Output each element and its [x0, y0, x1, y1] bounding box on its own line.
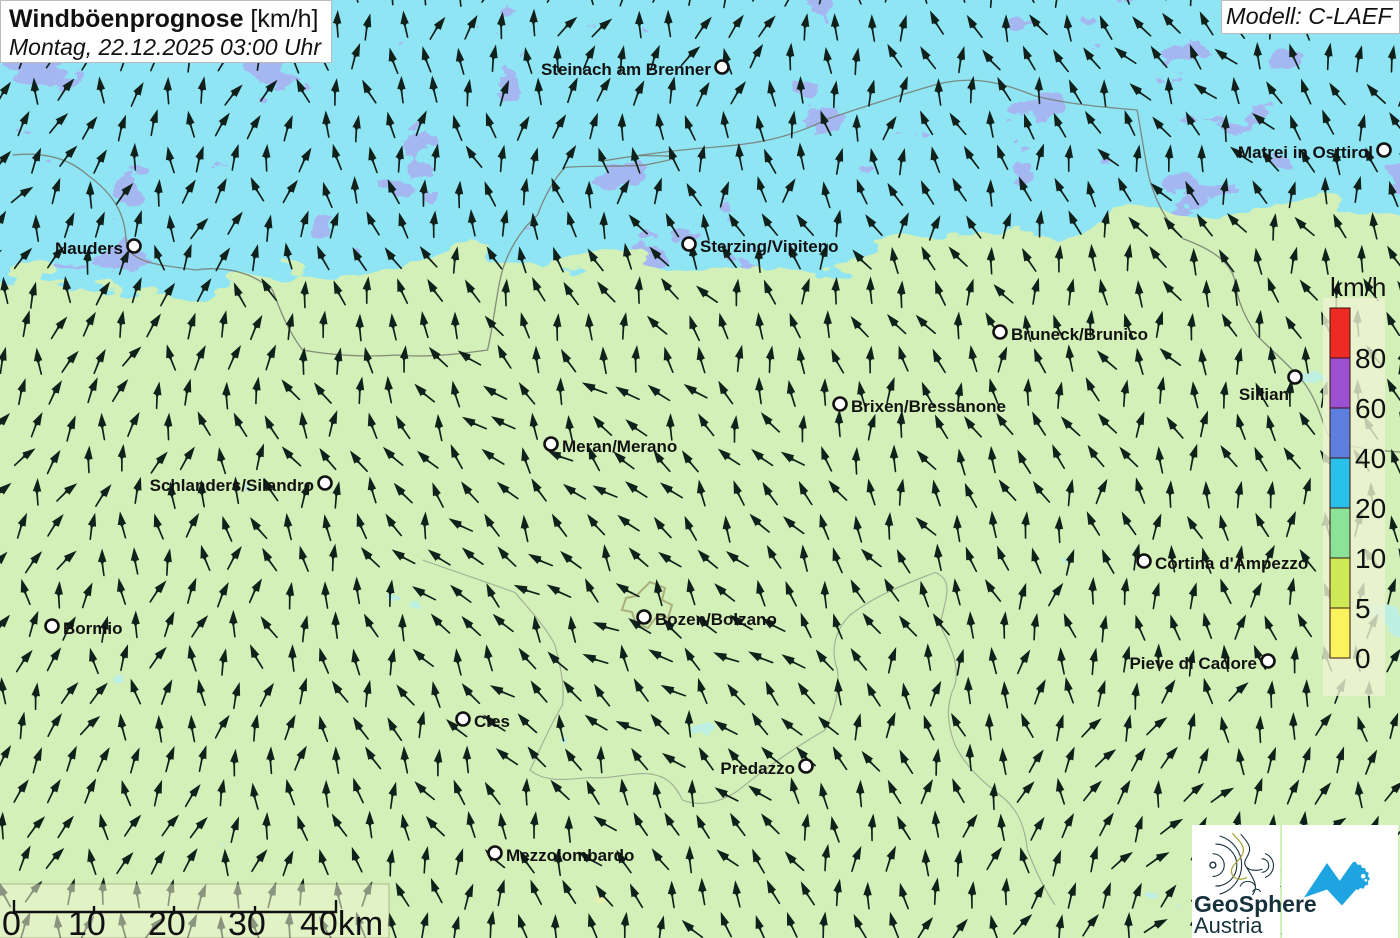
- svg-text:Austria: Austria: [1194, 913, 1263, 938]
